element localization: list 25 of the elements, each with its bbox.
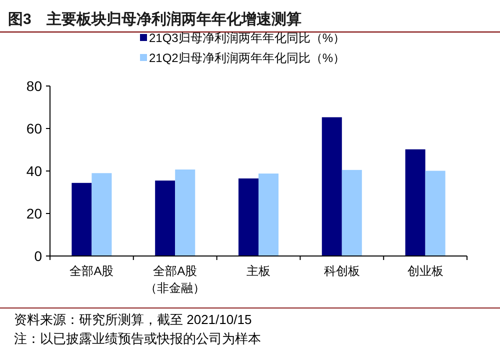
legend-label: 21Q2归母净利润两年年化同比（%） (149, 51, 346, 65)
bar (92, 173, 112, 256)
y-tick-label: 0 (34, 248, 42, 264)
x-tick-label: 主板 (246, 264, 270, 278)
y-tick-label: 60 (26, 120, 42, 136)
bar (258, 174, 279, 256)
y-tick-label: 20 (26, 206, 42, 222)
chart-title: 图3 主要板块归母净利润两年年化增速测算 (8, 10, 302, 28)
bar (72, 182, 92, 256)
text: 注：以已披露业绩预告或快报的公司为样本 (14, 331, 261, 346)
x-tick-label: 全部A股 (70, 264, 114, 278)
bar (155, 180, 176, 256)
y-tick-label: 40 (26, 163, 42, 179)
text: 资料来源：研究所测算，截至 2021/10/15 (14, 312, 252, 327)
bar (405, 149, 426, 256)
x-tick-label: 科创板 (324, 264, 360, 278)
legend-label: 21Q3归母净利润两年年化同比（%） (149, 31, 346, 45)
x-tick-label: 创业板 (407, 264, 444, 278)
bar (342, 170, 362, 256)
x-tick-label: 全部A股（非金融） (145, 264, 206, 295)
bar (175, 170, 196, 256)
bar (425, 170, 446, 256)
bar (322, 117, 342, 256)
y-tick-label: 80 (26, 78, 42, 94)
bar (238, 178, 258, 256)
